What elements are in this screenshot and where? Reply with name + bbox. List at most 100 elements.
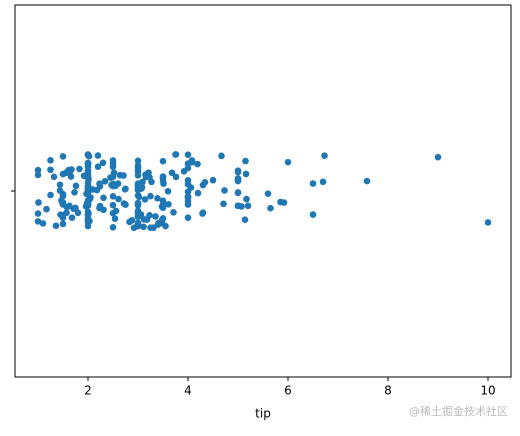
point — [319, 178, 327, 186]
point — [267, 204, 274, 212]
point — [221, 187, 228, 194]
point — [164, 188, 172, 195]
point — [309, 180, 317, 187]
point — [34, 210, 42, 217]
point — [94, 163, 102, 170]
watermark: @稀土掘金技术社区 — [409, 404, 508, 418]
point — [58, 197, 65, 204]
point — [109, 201, 117, 209]
point — [59, 153, 67, 160]
point — [146, 173, 153, 181]
point — [218, 152, 225, 160]
point — [147, 192, 154, 200]
point — [43, 205, 50, 213]
point — [68, 214, 76, 221]
point — [244, 202, 252, 210]
point — [172, 173, 180, 181]
point — [184, 151, 192, 158]
x-tick-label: 6 — [284, 384, 292, 398]
point — [134, 157, 142, 165]
point — [120, 172, 127, 179]
point — [115, 195, 122, 203]
point — [71, 189, 78, 196]
point — [85, 152, 93, 160]
point — [101, 177, 109, 185]
point — [242, 157, 249, 165]
point — [56, 181, 64, 189]
point — [109, 180, 117, 188]
point — [84, 216, 92, 223]
point — [184, 160, 192, 167]
point — [65, 166, 72, 174]
point — [128, 216, 136, 224]
point — [110, 169, 118, 177]
point — [434, 153, 442, 161]
point — [86, 196, 93, 203]
point — [170, 208, 177, 216]
point — [199, 210, 206, 217]
point — [59, 211, 67, 219]
point — [59, 220, 67, 228]
point — [159, 173, 167, 180]
point — [184, 194, 192, 201]
point — [52, 222, 60, 230]
point — [201, 178, 209, 186]
point — [242, 170, 250, 178]
point — [96, 202, 104, 210]
point — [84, 189, 92, 197]
point — [134, 208, 142, 216]
point — [111, 215, 119, 222]
x-tick-label: 4 — [184, 384, 192, 398]
point — [134, 162, 142, 170]
point — [34, 171, 42, 179]
point — [72, 204, 79, 212]
point — [121, 186, 129, 193]
point — [484, 219, 492, 226]
point — [220, 200, 227, 208]
point — [143, 216, 151, 223]
point — [84, 172, 92, 179]
point — [184, 201, 192, 208]
point — [76, 165, 83, 173]
point — [59, 170, 67, 178]
point — [154, 194, 161, 202]
point — [109, 193, 117, 200]
point — [234, 177, 242, 185]
point — [209, 176, 217, 184]
point — [141, 196, 149, 203]
point — [363, 177, 371, 185]
point — [134, 171, 142, 179]
point — [109, 224, 117, 231]
point — [152, 213, 159, 220]
point — [134, 185, 142, 192]
point — [34, 218, 42, 225]
point — [120, 200, 128, 207]
point — [94, 152, 102, 159]
point — [241, 216, 249, 223]
point — [47, 191, 54, 199]
point — [39, 220, 47, 227]
point — [168, 169, 176, 177]
point — [139, 178, 146, 186]
x-tick-label: 8 — [384, 384, 392, 398]
point — [109, 160, 117, 167]
point — [99, 159, 107, 167]
point — [194, 189, 202, 197]
point — [84, 159, 92, 167]
point — [172, 151, 179, 158]
point — [159, 202, 167, 209]
point — [321, 152, 328, 159]
point — [264, 190, 272, 197]
point — [140, 223, 147, 231]
point — [47, 157, 54, 164]
point — [93, 186, 101, 194]
point — [34, 166, 42, 174]
x-axis-label: tip — [255, 407, 271, 421]
point — [158, 217, 166, 224]
point — [184, 214, 192, 222]
point — [84, 202, 92, 209]
point — [134, 192, 142, 199]
point — [96, 180, 103, 188]
point — [309, 211, 317, 218]
